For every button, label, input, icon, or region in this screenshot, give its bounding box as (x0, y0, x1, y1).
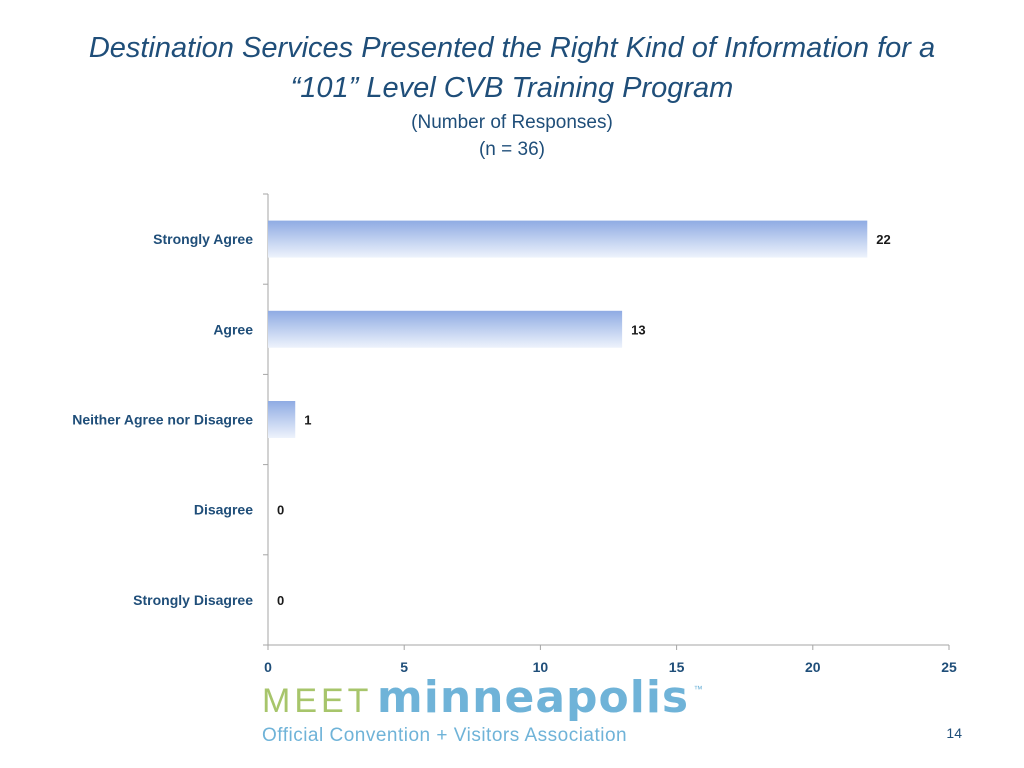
category-label: Strongly Agree (153, 231, 253, 247)
subtitle-sample-size: (n = 36) (478, 139, 545, 160)
slide-title: Destination Services Presented the Right… (20, 28, 1004, 108)
bar (268, 401, 296, 438)
bar (268, 310, 623, 348)
data-label: 0 (277, 593, 284, 608)
data-label: 0 (277, 503, 284, 518)
x-tick-label: 15 (669, 659, 685, 675)
x-tick-label: 5 (400, 659, 408, 675)
category-label: Disagree (194, 502, 253, 518)
page-number: 14 (946, 725, 962, 741)
bar (268, 220, 868, 258)
meet-minneapolis-logo: MEET minneapolis ™ (262, 672, 703, 723)
logo-word-minneapolis: minneapolis (376, 672, 690, 723)
x-tick-label: 0 (264, 659, 272, 675)
data-label: 22 (876, 232, 890, 247)
category-label: Agree (213, 321, 253, 337)
title-line-2: “101” Level CVB Training Program (290, 72, 734, 104)
x-tick-label: 25 (941, 659, 957, 675)
logo-word-meet: MEET (262, 682, 373, 720)
category-label: Neither Agree nor Disagree (72, 412, 253, 428)
x-tick-label: 20 (805, 659, 821, 675)
category-label: Strongly Disagree (133, 592, 253, 608)
data-label: 13 (631, 322, 645, 337)
title-line-1: Destination Services Presented the Right… (88, 32, 936, 64)
subtitle-responses: (Number of Responses) (411, 112, 613, 133)
data-label: 1 (304, 413, 311, 428)
logo-trademark: ™ (693, 684, 703, 694)
x-tick-label: 10 (533, 659, 549, 675)
logo-tagline: Official Convention + Visitors Associati… (262, 725, 628, 746)
